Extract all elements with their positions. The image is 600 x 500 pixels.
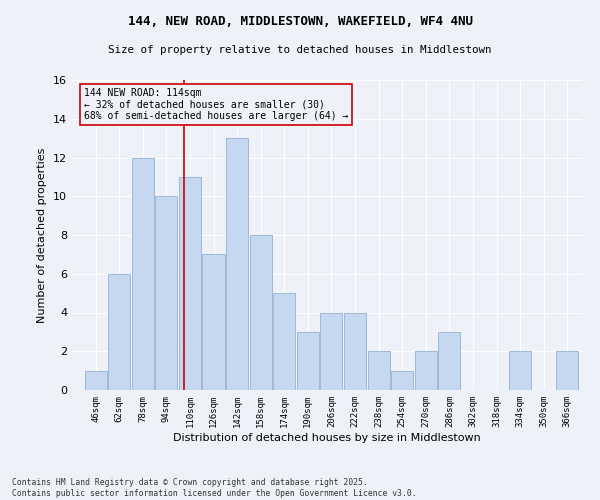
X-axis label: Distribution of detached houses by size in Middlestown: Distribution of detached houses by size … xyxy=(173,432,481,442)
Bar xyxy=(273,293,295,390)
Bar xyxy=(297,332,319,390)
Bar xyxy=(108,274,130,390)
Bar xyxy=(368,351,389,390)
Bar xyxy=(556,351,578,390)
Bar xyxy=(509,351,531,390)
Bar xyxy=(179,177,201,390)
Bar xyxy=(226,138,248,390)
Bar xyxy=(250,235,272,390)
Bar xyxy=(344,312,366,390)
Text: Contains HM Land Registry data © Crown copyright and database right 2025.
Contai: Contains HM Land Registry data © Crown c… xyxy=(12,478,416,498)
Bar xyxy=(155,196,178,390)
Text: Size of property relative to detached houses in Middlestown: Size of property relative to detached ho… xyxy=(108,45,492,55)
Text: 144 NEW ROAD: 114sqm
← 32% of detached houses are smaller (30)
68% of semi-detac: 144 NEW ROAD: 114sqm ← 32% of detached h… xyxy=(84,88,348,121)
Bar xyxy=(131,158,154,390)
Bar xyxy=(202,254,224,390)
Bar xyxy=(320,312,343,390)
Y-axis label: Number of detached properties: Number of detached properties xyxy=(37,148,47,322)
Bar xyxy=(438,332,460,390)
Bar xyxy=(415,351,437,390)
Bar xyxy=(85,370,107,390)
Text: 144, NEW ROAD, MIDDLESTOWN, WAKEFIELD, WF4 4NU: 144, NEW ROAD, MIDDLESTOWN, WAKEFIELD, W… xyxy=(128,15,473,28)
Bar xyxy=(391,370,413,390)
